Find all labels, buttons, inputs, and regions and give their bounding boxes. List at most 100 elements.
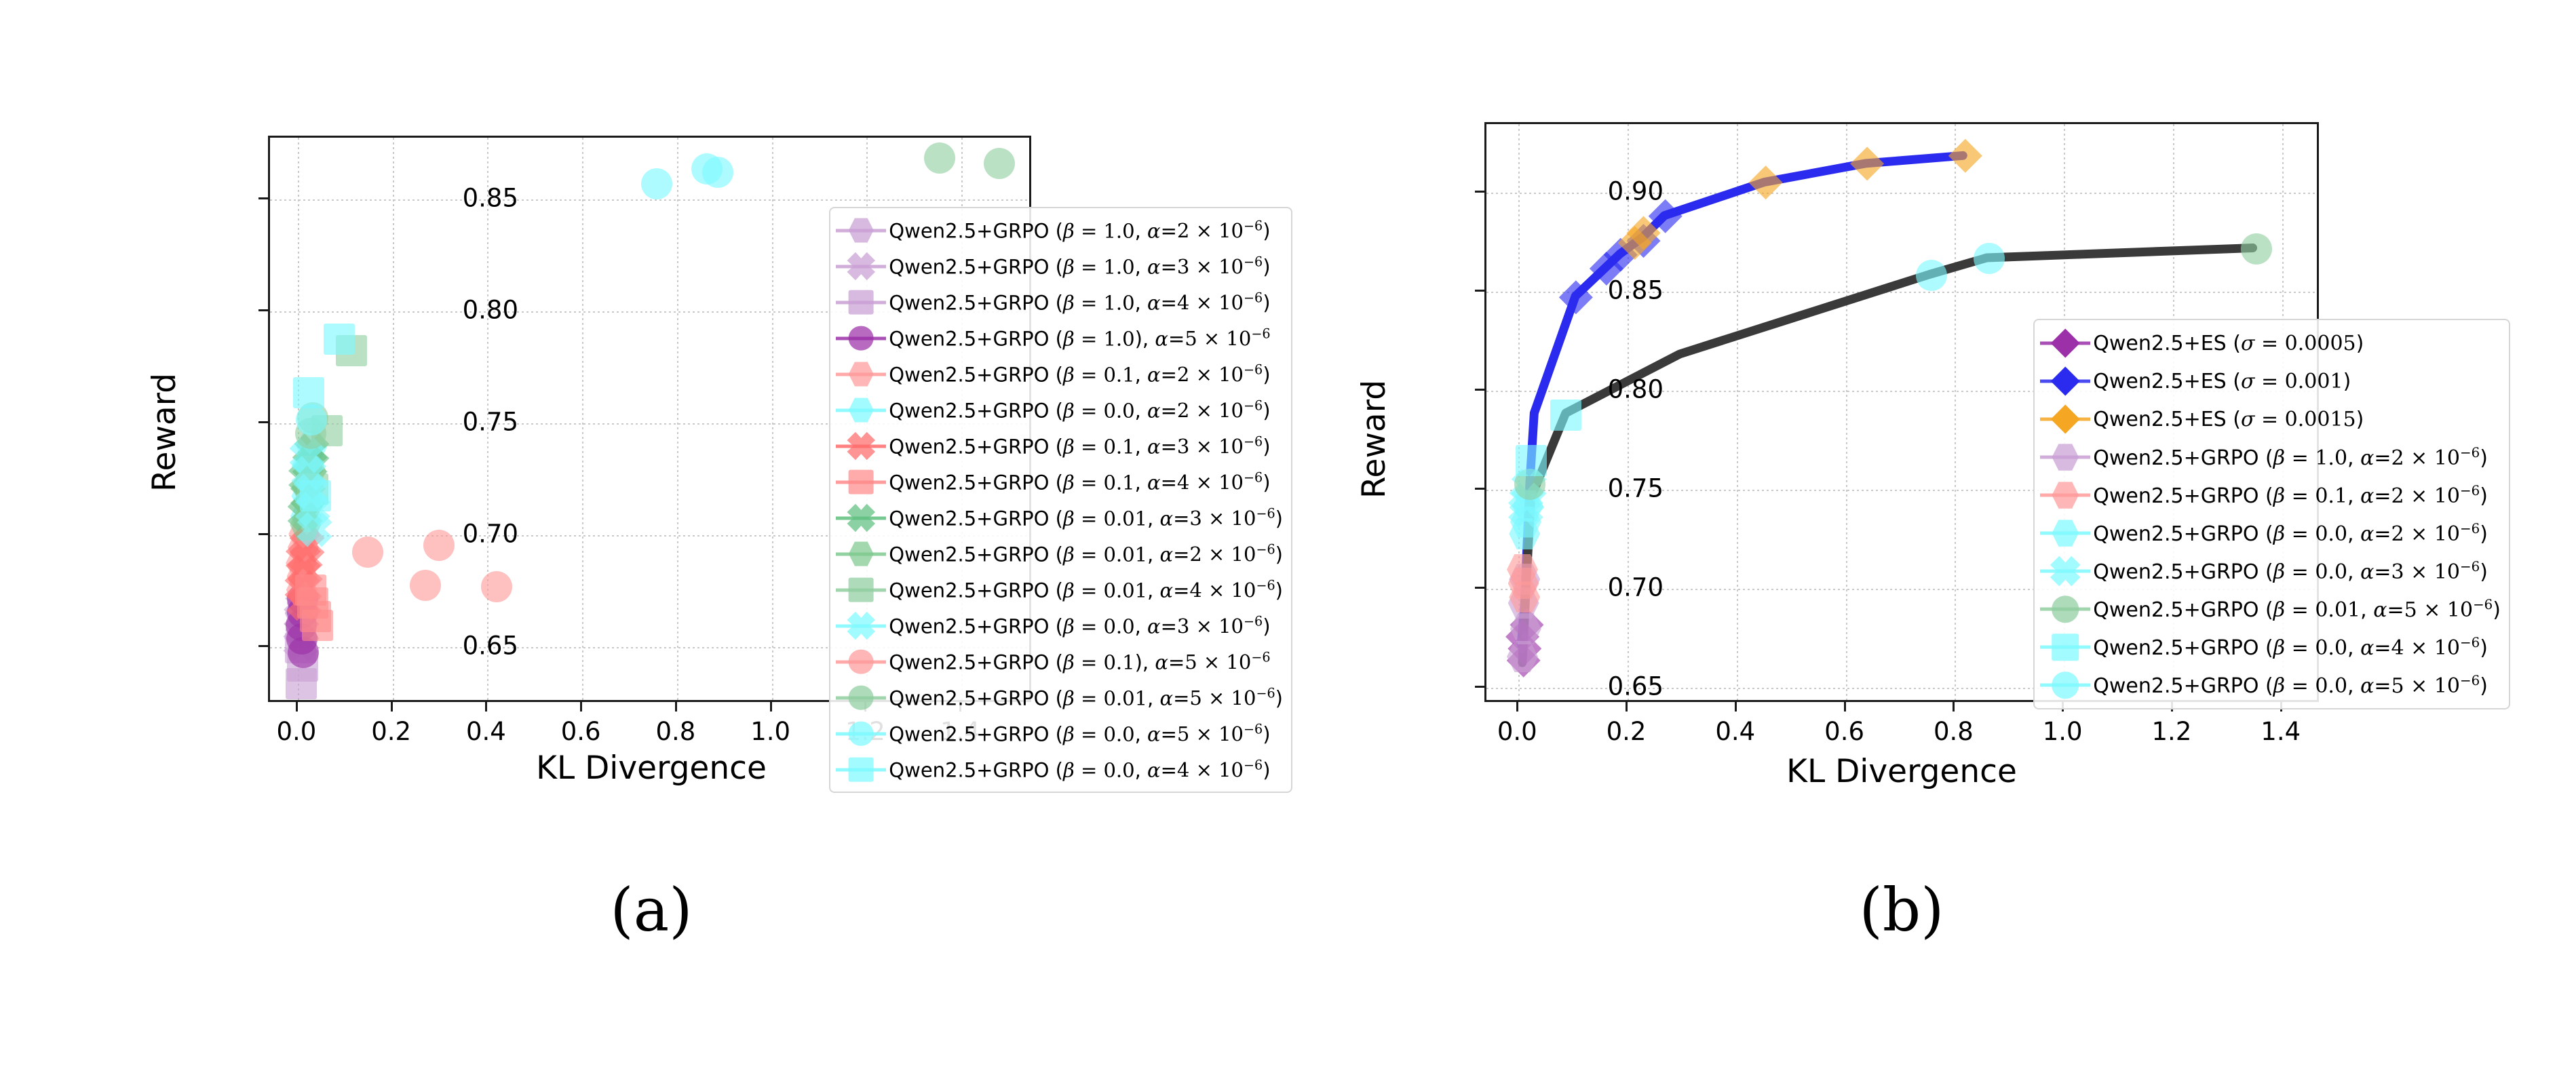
legend-label: Qwen2.5+GRPO (β = 0.01, α=4 × 10−6) [889,577,1283,602]
legend-marker [836,362,887,387]
data-point [1916,260,1947,292]
legend-item[interactable]: Qwen2.5+GRPO (β = 0.0, α=4 × 10−6) [836,752,1283,787]
x-tick [1626,702,1628,712]
legend-label: Qwen2.5+GRPO (β = 0.0, α=4 × 10−6) [889,757,1271,782]
data-point [1550,399,1582,431]
x-tick-label: 1.0 [2042,717,2083,746]
y-tick [258,309,268,312]
subcaption-a: (a) [610,875,693,945]
legend-item[interactable]: Qwen2.5+GRPO (β = 1.0, α=2 × 10−6) [2040,438,2501,476]
legend-label: Qwen2.5+ES (σ = 0.001) [2093,369,2351,393]
legend-item[interactable]: Qwen2.5+GRPO (β = 0.1, α=3 × 10−6) [836,428,1283,464]
legend-marker [836,469,887,494]
plot-area-b: 0.0 0.2 0.4 0.6 0.8 1.0 1.2 1.4 0.65 0.70 0.75 0.80… [1475,122,2516,746]
legend-symbol [848,757,874,782]
legend-item[interactable]: Qwen2.5+GRPO (β = 0.01, α=4 × 10−6) [836,572,1283,608]
legend-label: Qwen2.5+GRPO (β = 0.01, α=3 × 10−6) [889,505,1283,530]
legend-marker [836,649,887,674]
legend-item[interactable]: Qwen2.5+GRPO (β = 0.0, α=2 × 10−6) [2040,514,2501,552]
y-tick [1475,191,1484,193]
legend-item[interactable]: Qwen2.5+GRPO (β = 1.0, α=4 × 10−6) [836,284,1283,320]
legend-label: Qwen2.5+GRPO (β = 0.1, α=2 × 10−6) [2093,482,2488,508]
x-tick-label: 0.6 [1824,717,1864,746]
gridline-horizontal [1486,687,2317,689]
legend-item[interactable]: Qwen2.5+GRPO (β = 0.1), α=5 × 10−6 [836,644,1283,680]
data-point [300,480,332,512]
x-tick-label: 0.4 [466,717,506,746]
legend-label: Qwen2.5+GRPO (β = 0.1, α=4 × 10−6) [889,469,1271,494]
legend-marker [836,397,887,423]
y-tick-label: 0.85 [462,183,518,213]
y-tick-label: 0.80 [462,295,518,325]
data-point [1510,613,1541,645]
legend-item[interactable]: Qwen2.5+GRPO (β = 1.0), α=5 × 10−6 [836,320,1283,356]
data-point [481,570,512,602]
gridline-horizontal [1486,489,2317,491]
legend-label: Qwen2.5+GRPO (β = 0.01, α=2 × 10−6) [889,541,1283,566]
legend-marker [836,218,887,243]
data-point [701,157,733,189]
legend-item[interactable]: Qwen2.5+ES (σ = 0.0005) [2040,324,2501,362]
x-tick [295,702,298,712]
legend-item[interactable]: Qwen2.5+ES (σ = 0.001) [2040,362,2501,400]
legend-item[interactable]: Qwen2.5+GRPO (β = 0.0, α=2 × 10−6) [836,392,1283,428]
gridline-horizontal [270,423,1029,425]
legend-label: Qwen2.5+GRPO (β = 0.1), α=5 × 10−6 [889,649,1271,674]
data-point [1507,640,1539,672]
legend-marker [836,290,887,315]
panel-b: 0.0 0.2 0.4 0.6 0.8 1.0 1.2 1.4 0.65 0.70 0.75 0.80… [1288,0,2576,1071]
data-point [1509,581,1541,613]
gridline-horizontal [270,311,1029,313]
legend-item[interactable]: Qwen2.5+GRPO (β = 0.01, α=3 × 10−6) [836,500,1283,536]
legend-item[interactable]: Qwen2.5+GRPO (β = 0.1, α=2 × 10−6) [2040,476,2501,514]
x-tick [1843,702,1846,712]
y-tick [1475,586,1484,589]
legend-item[interactable]: Qwen2.5+GRPO (β = 0.1, α=2 × 10−6) [836,356,1283,392]
y-tick [258,421,268,424]
legend-item[interactable]: Qwen2.5+GRPO (β = 1.0, α=3 × 10−6) [836,248,1283,284]
legend-label: Qwen2.5+GRPO (β = 0.0, α=3 × 10−6) [889,613,1271,638]
panel-a: 0.00.20.40.60.81.01.21.40.650.700.750.80… [146,136,1292,793]
x-tick-label: 0.8 [655,717,696,746]
data-point [923,142,955,174]
legend-item[interactable]: Qwen2.5+GRPO (β = 1.0, α=2 × 10−6) [836,212,1283,248]
legend-symbol [2052,671,2079,699]
legend-item[interactable]: Qwen2.5+GRPO (β = 0.0, α=5 × 10−6) [2040,666,2501,704]
legend-item[interactable]: Qwen2.5+GRPO (β = 0.01, α=5 × 10−6) [2040,590,2501,628]
y-axis-title: Reward [1356,379,1393,499]
legend-symbol [848,685,874,710]
x-tick-label: 0.8 [1933,717,1974,746]
y-tick [258,197,268,200]
data-point [324,324,355,355]
legend-a: Qwen2.5+GRPO (β = 1.0, α=2 × 10−6) Qwen2.… [829,207,1292,793]
data-point [295,574,327,606]
data-point [293,377,325,409]
gridline-vertical [582,138,584,700]
subcaption-b: (b) [1859,875,1944,945]
legend-marker [836,577,887,602]
legend-marker [836,326,887,351]
x-tick [674,702,677,712]
legend-item[interactable]: Qwen2.5+GRPO (β = 0.01, α=5 × 10−6) [836,680,1283,716]
gridline-vertical [1736,124,1738,700]
x-axis-title: KL Divergence [1786,753,2017,790]
legend-item[interactable]: Qwen2.5+GRPO (β = 0.0, α=5 × 10−6) [836,716,1283,752]
y-tick-label: 0.75 [1607,473,1664,503]
legend-item[interactable]: Qwen2.5+ES (σ = 0.0015) [2040,400,2501,438]
legend-symbol [2050,366,2080,396]
legend-label: Qwen2.5+GRPO (β = 0.0, α=5 × 10−6) [2093,672,2488,698]
legend-label: Qwen2.5+GRPO (β = 0.01, α=5 × 10−6) [2093,596,2501,622]
legend-b: Qwen2.5+ES (σ = 0.0005) Qwen2.5+ES (σ = 0… [2033,319,2510,709]
legend-item[interactable]: Qwen2.5+GRPO (β = 0.01, α=2 × 10−6) [836,536,1283,572]
legend-label: Qwen2.5+GRPO (β = 0.0, α=2 × 10−6) [2093,520,2488,546]
gridline-horizontal [1486,292,2317,294]
legend-item[interactable]: Qwen2.5+GRPO (β = 0.0, α=3 × 10−6) [836,608,1283,644]
legend-item[interactable]: Qwen2.5+GRPO (β = 0.0, α=4 × 10−6) [2040,628,2501,666]
legend-item[interactable]: Qwen2.5+GRPO (β = 0.0, α=3 × 10−6) [2040,552,2501,590]
legend-label: Qwen2.5+GRPO (β = 0.1, α=3 × 10−6) [889,433,1271,459]
legend-marker [836,503,887,532]
x-tick-label: 1.0 [750,717,791,746]
legend-item[interactable]: Qwen2.5+GRPO (β = 0.1, α=4 × 10−6) [836,464,1283,500]
y-tick-label: 0.85 [1607,275,1664,305]
x-tick [769,702,772,712]
